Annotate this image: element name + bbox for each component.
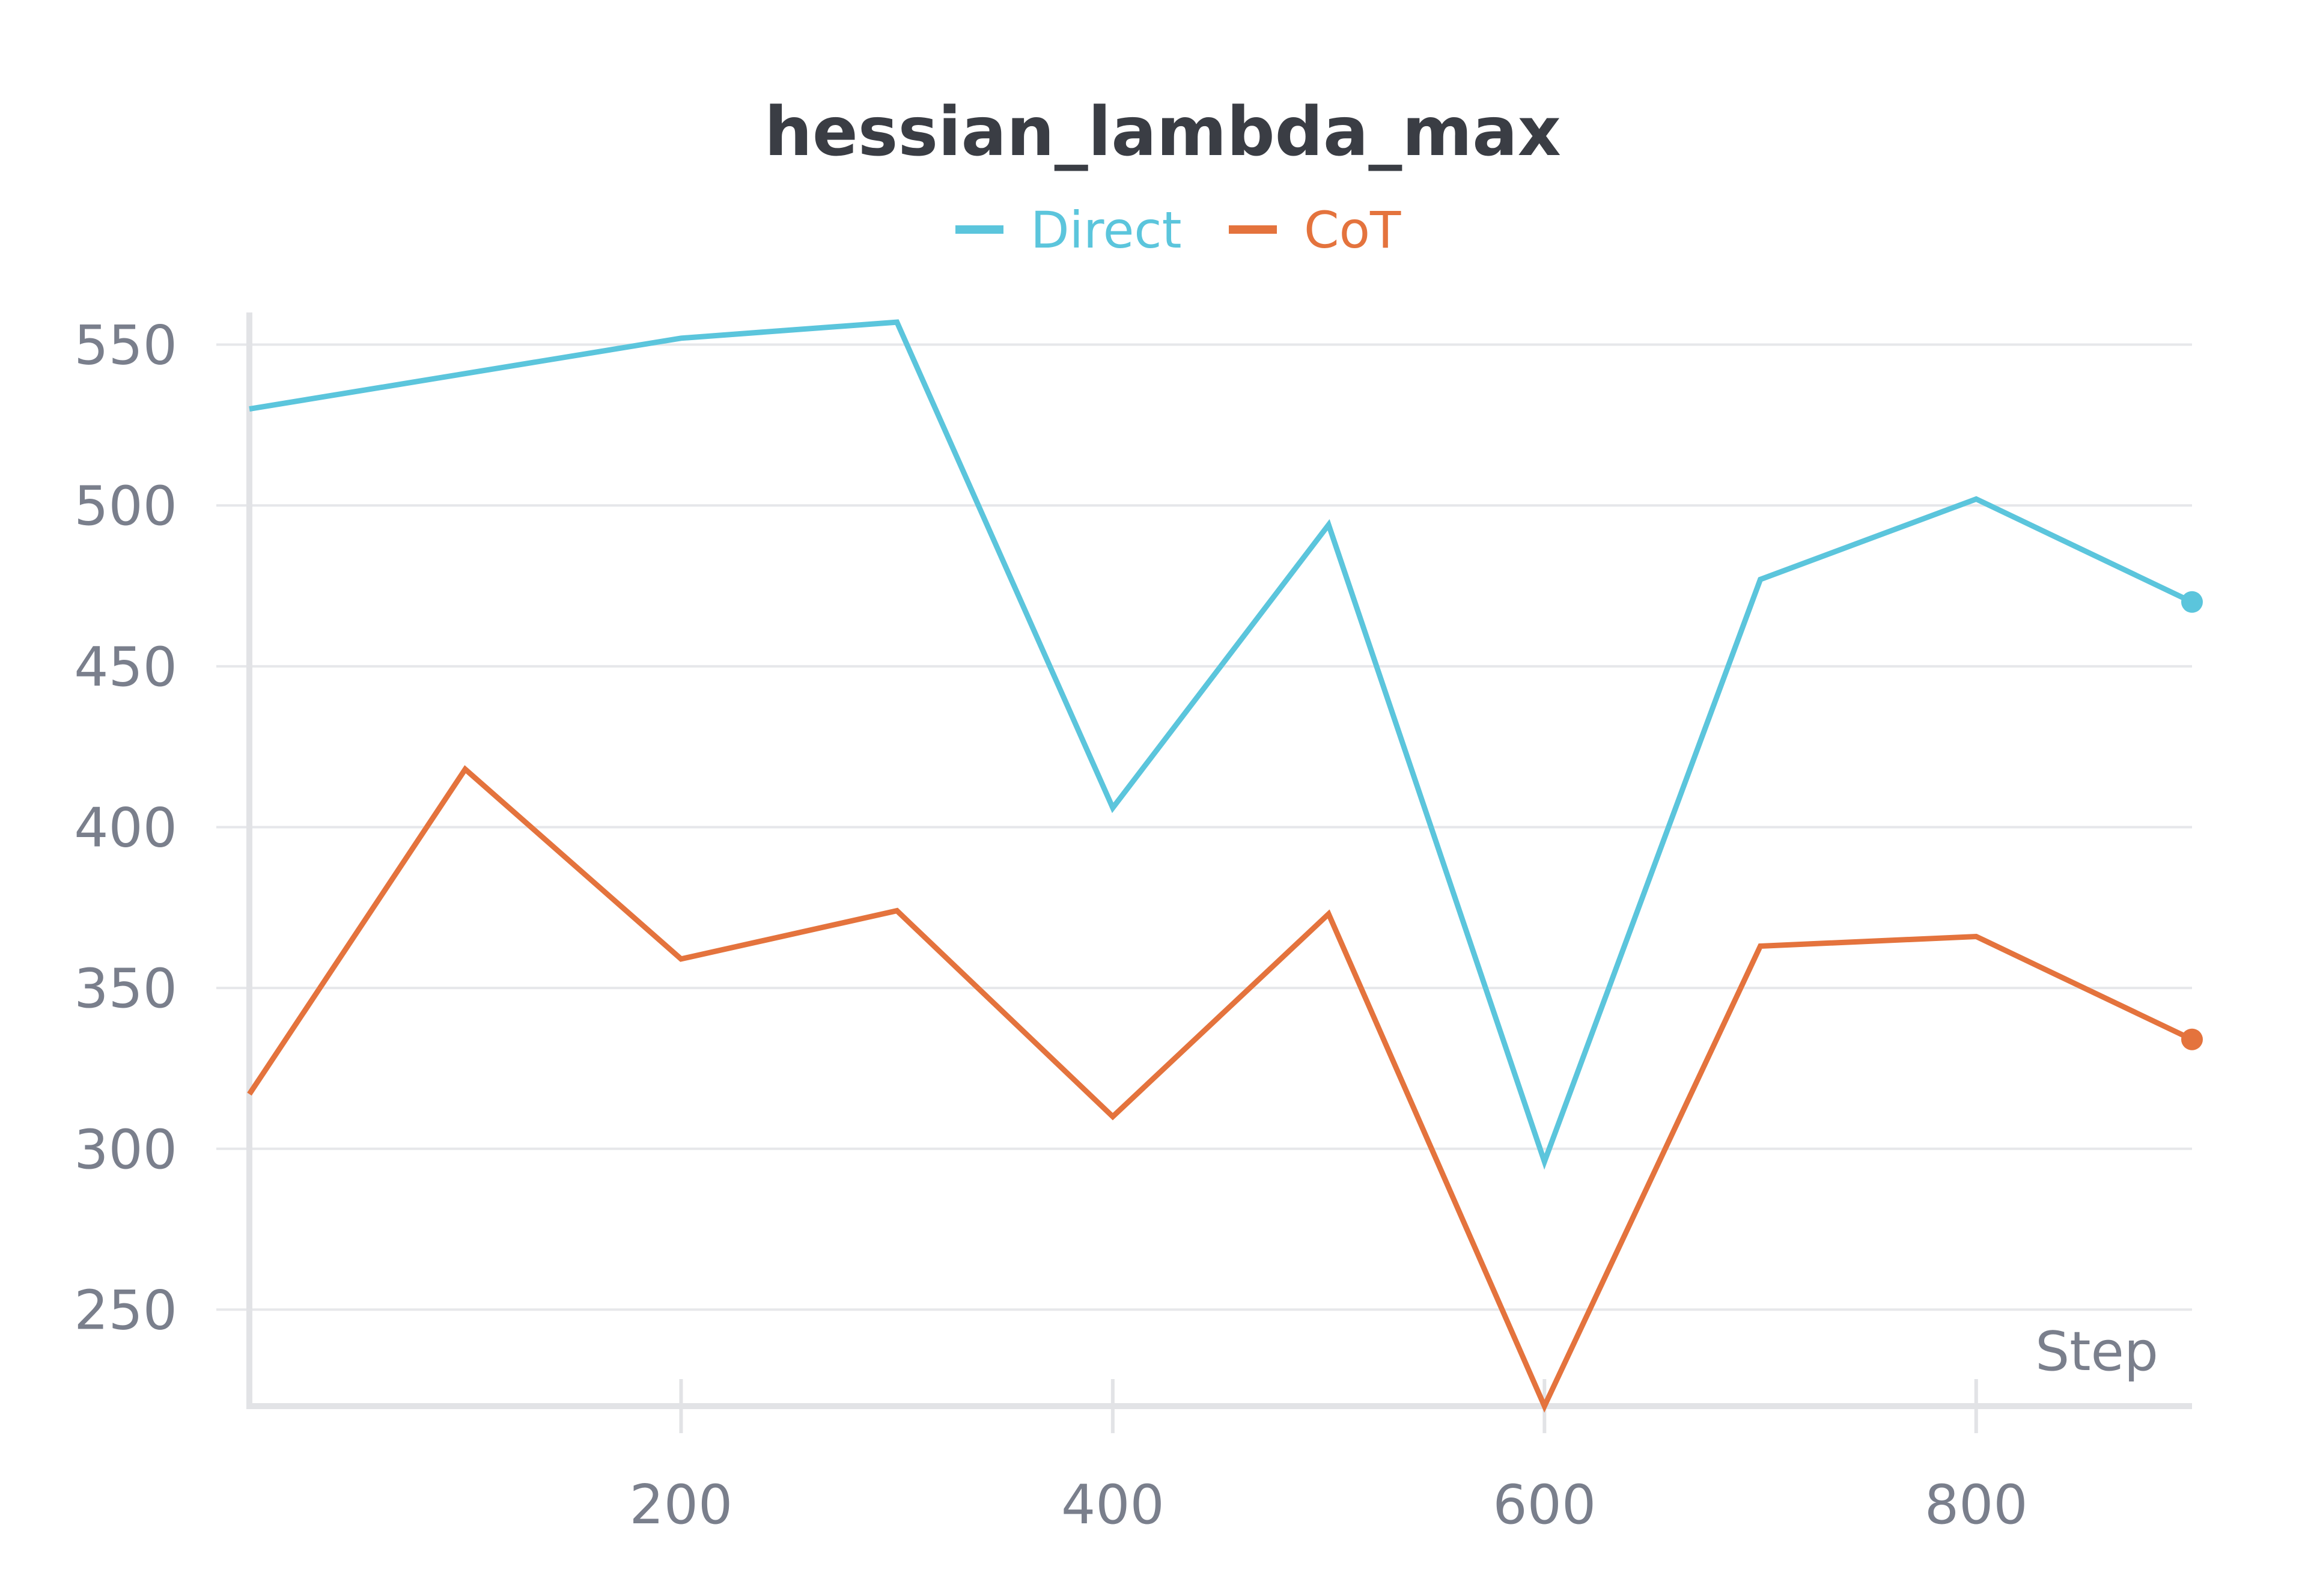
- series-line-direct: [249, 319, 2193, 1170]
- y-tick-label: 350: [74, 957, 177, 1020]
- y-tick-label: 500: [74, 475, 177, 538]
- legend: Direct CoT: [955, 201, 1401, 260]
- series-line-cot: [247, 765, 2193, 1413]
- axes: 250 300 350 400 450 500 550 200 400 600 800: [74, 312, 2192, 1537]
- series-layer: [247, 319, 2203, 1413]
- legend-label-cot: CoT: [1304, 201, 1401, 260]
- y-tick-label: 300: [74, 1118, 177, 1181]
- x-tick-label: 600: [1493, 1473, 1596, 1537]
- y-tick-label: 400: [74, 796, 177, 859]
- x-tick-label: 800: [1925, 1473, 2028, 1537]
- y-tick-label: 450: [74, 636, 177, 699]
- y-tick-label: 250: [74, 1279, 177, 1342]
- x-tick-label: 400: [1061, 1473, 1165, 1537]
- y-tick-label: 550: [74, 314, 177, 377]
- x-axis-title: Step: [2035, 1320, 2158, 1383]
- series-endpoint-direct: [2181, 591, 2203, 613]
- chart-title: hessian_lambda_max: [764, 93, 1561, 171]
- series-endpoint-cot: [2181, 1028, 2203, 1050]
- legend-label-direct: Direct: [1031, 201, 1182, 260]
- x-tick-label: 200: [630, 1473, 733, 1537]
- gridlines: [216, 343, 2192, 1311]
